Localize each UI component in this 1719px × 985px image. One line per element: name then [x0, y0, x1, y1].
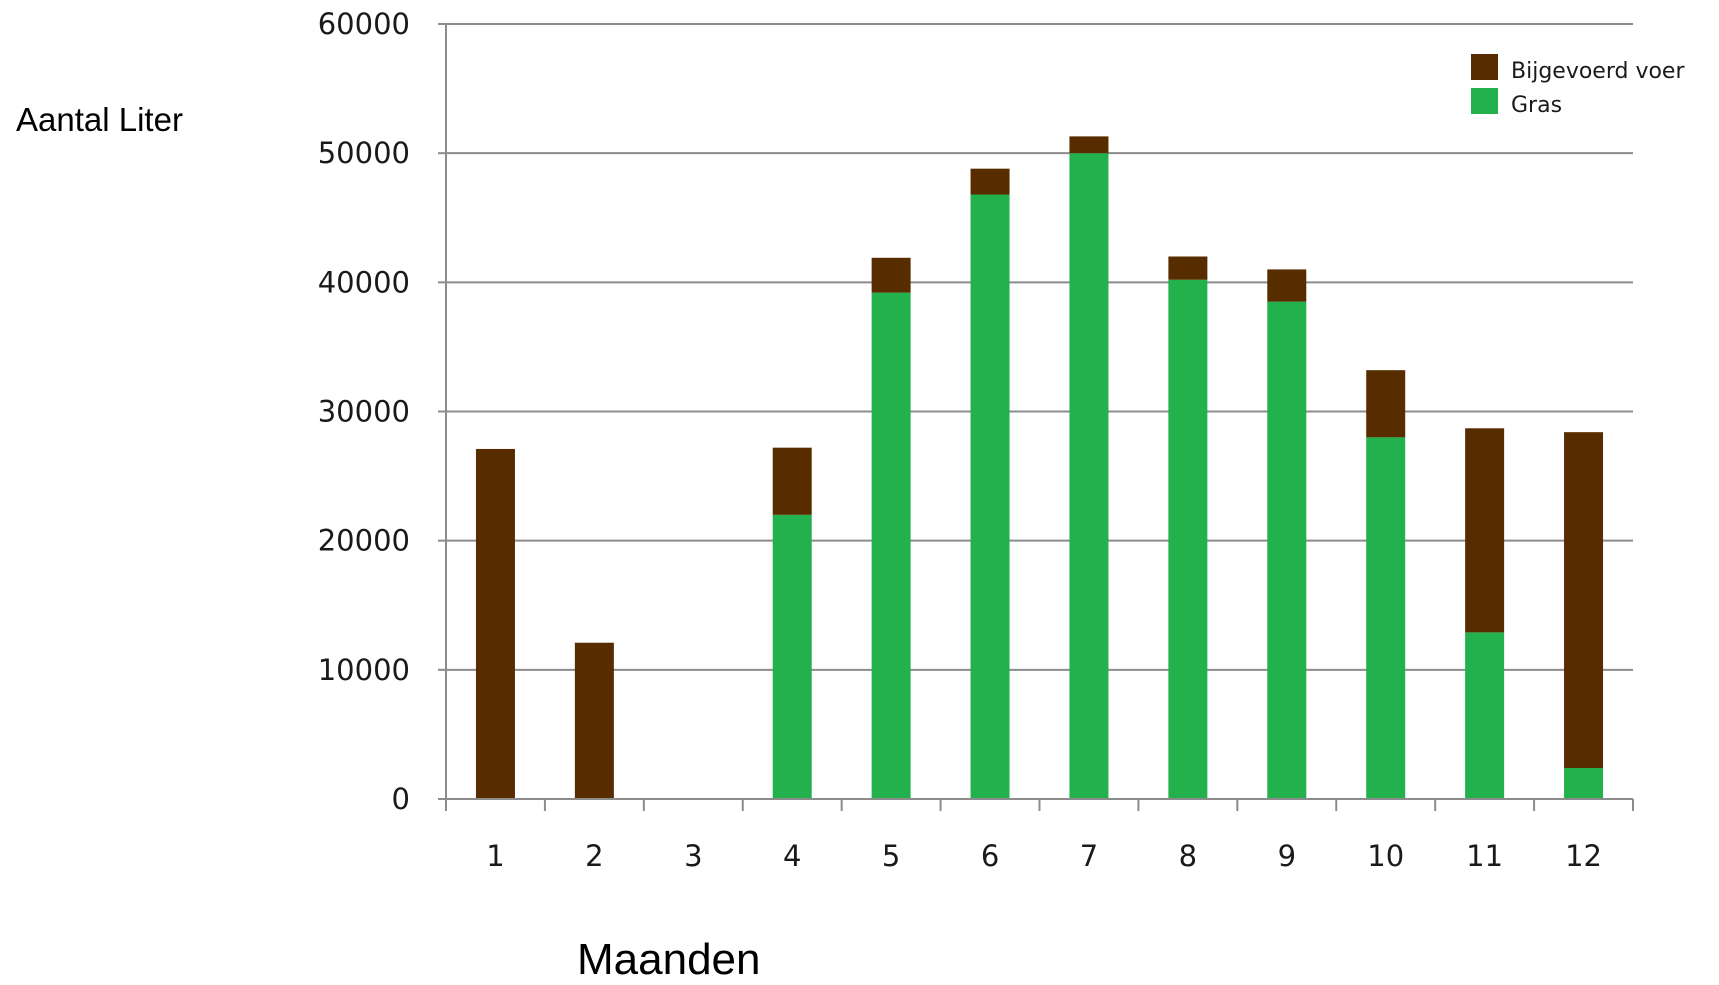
bar-bijgevoerd-voer — [1564, 432, 1604, 768]
x-tick-label: 4 — [783, 839, 801, 873]
axes — [445, 24, 1634, 811]
y-tick-label: 0 — [392, 782, 410, 816]
bars — [475, 136, 1604, 799]
bar-bijgevoerd-voer — [970, 168, 1010, 195]
x-tick-labels: 1 2 3 4 5 6 7 8 9 10 11 12 — [486, 839, 1602, 873]
bar-bijgevoerd-voer — [871, 257, 911, 293]
x-tick-label: 8 — [1179, 839, 1197, 873]
legend-swatch — [1471, 88, 1498, 114]
y-tick-label: 60000 — [318, 7, 410, 41]
bar-bijgevoerd-voer — [1168, 256, 1208, 280]
x-tick-label: 3 — [684, 839, 702, 873]
bar-gras — [1168, 279, 1208, 799]
bar-gras — [970, 194, 1010, 799]
x-tick-label: 10 — [1367, 839, 1404, 873]
y-tick-label: 20000 — [318, 524, 410, 558]
x-tick-label: 9 — [1278, 839, 1296, 873]
legend: Bijgevoerd voer Gras — [1471, 54, 1685, 118]
x-tick-label: 12 — [1565, 839, 1602, 873]
y-tick-label: 10000 — [318, 653, 410, 687]
legend-label: Gras — [1511, 93, 1562, 118]
legend-label: Bijgevoerd voer — [1511, 59, 1685, 84]
bar-bijgevoerd-voer — [772, 447, 812, 515]
bar-bijgevoerd-voer — [1465, 428, 1505, 633]
x-tick-label: 6 — [981, 839, 999, 873]
bar-bijgevoerd-voer — [1267, 269, 1307, 302]
bar-bijgevoerd-voer — [574, 642, 614, 799]
y-tick-label: 40000 — [318, 265, 410, 299]
bar-gras — [1564, 768, 1604, 799]
x-tick-label: 1 — [486, 839, 504, 873]
x-tick-label: 11 — [1466, 839, 1503, 873]
bar-bijgevoerd-voer — [1366, 370, 1406, 438]
y-tick-label: 50000 — [318, 136, 410, 170]
gridlines — [438, 23, 1633, 800]
bar-gras — [772, 514, 812, 799]
bar-bijgevoerd-voer — [475, 448, 515, 799]
bar-gras — [1465, 632, 1505, 799]
legend-swatch — [1471, 54, 1498, 80]
y-tick-label: 30000 — [318, 395, 410, 429]
bar-gras — [1267, 301, 1307, 799]
bar-gras — [871, 292, 911, 799]
bar-gras — [1366, 437, 1406, 799]
bar-gras — [1069, 153, 1109, 799]
x-axis-title: Maanden — [577, 935, 761, 984]
x-tick-label: 7 — [1080, 839, 1098, 873]
x-tick-label: 2 — [585, 839, 603, 873]
x-tick-label: 5 — [882, 839, 900, 873]
y-axis-title: Aantal Liter — [16, 101, 183, 138]
bar-bijgevoerd-voer — [1069, 136, 1109, 154]
y-tick-labels: 0 10000 20000 30000 40000 50000 60000 — [318, 7, 410, 816]
